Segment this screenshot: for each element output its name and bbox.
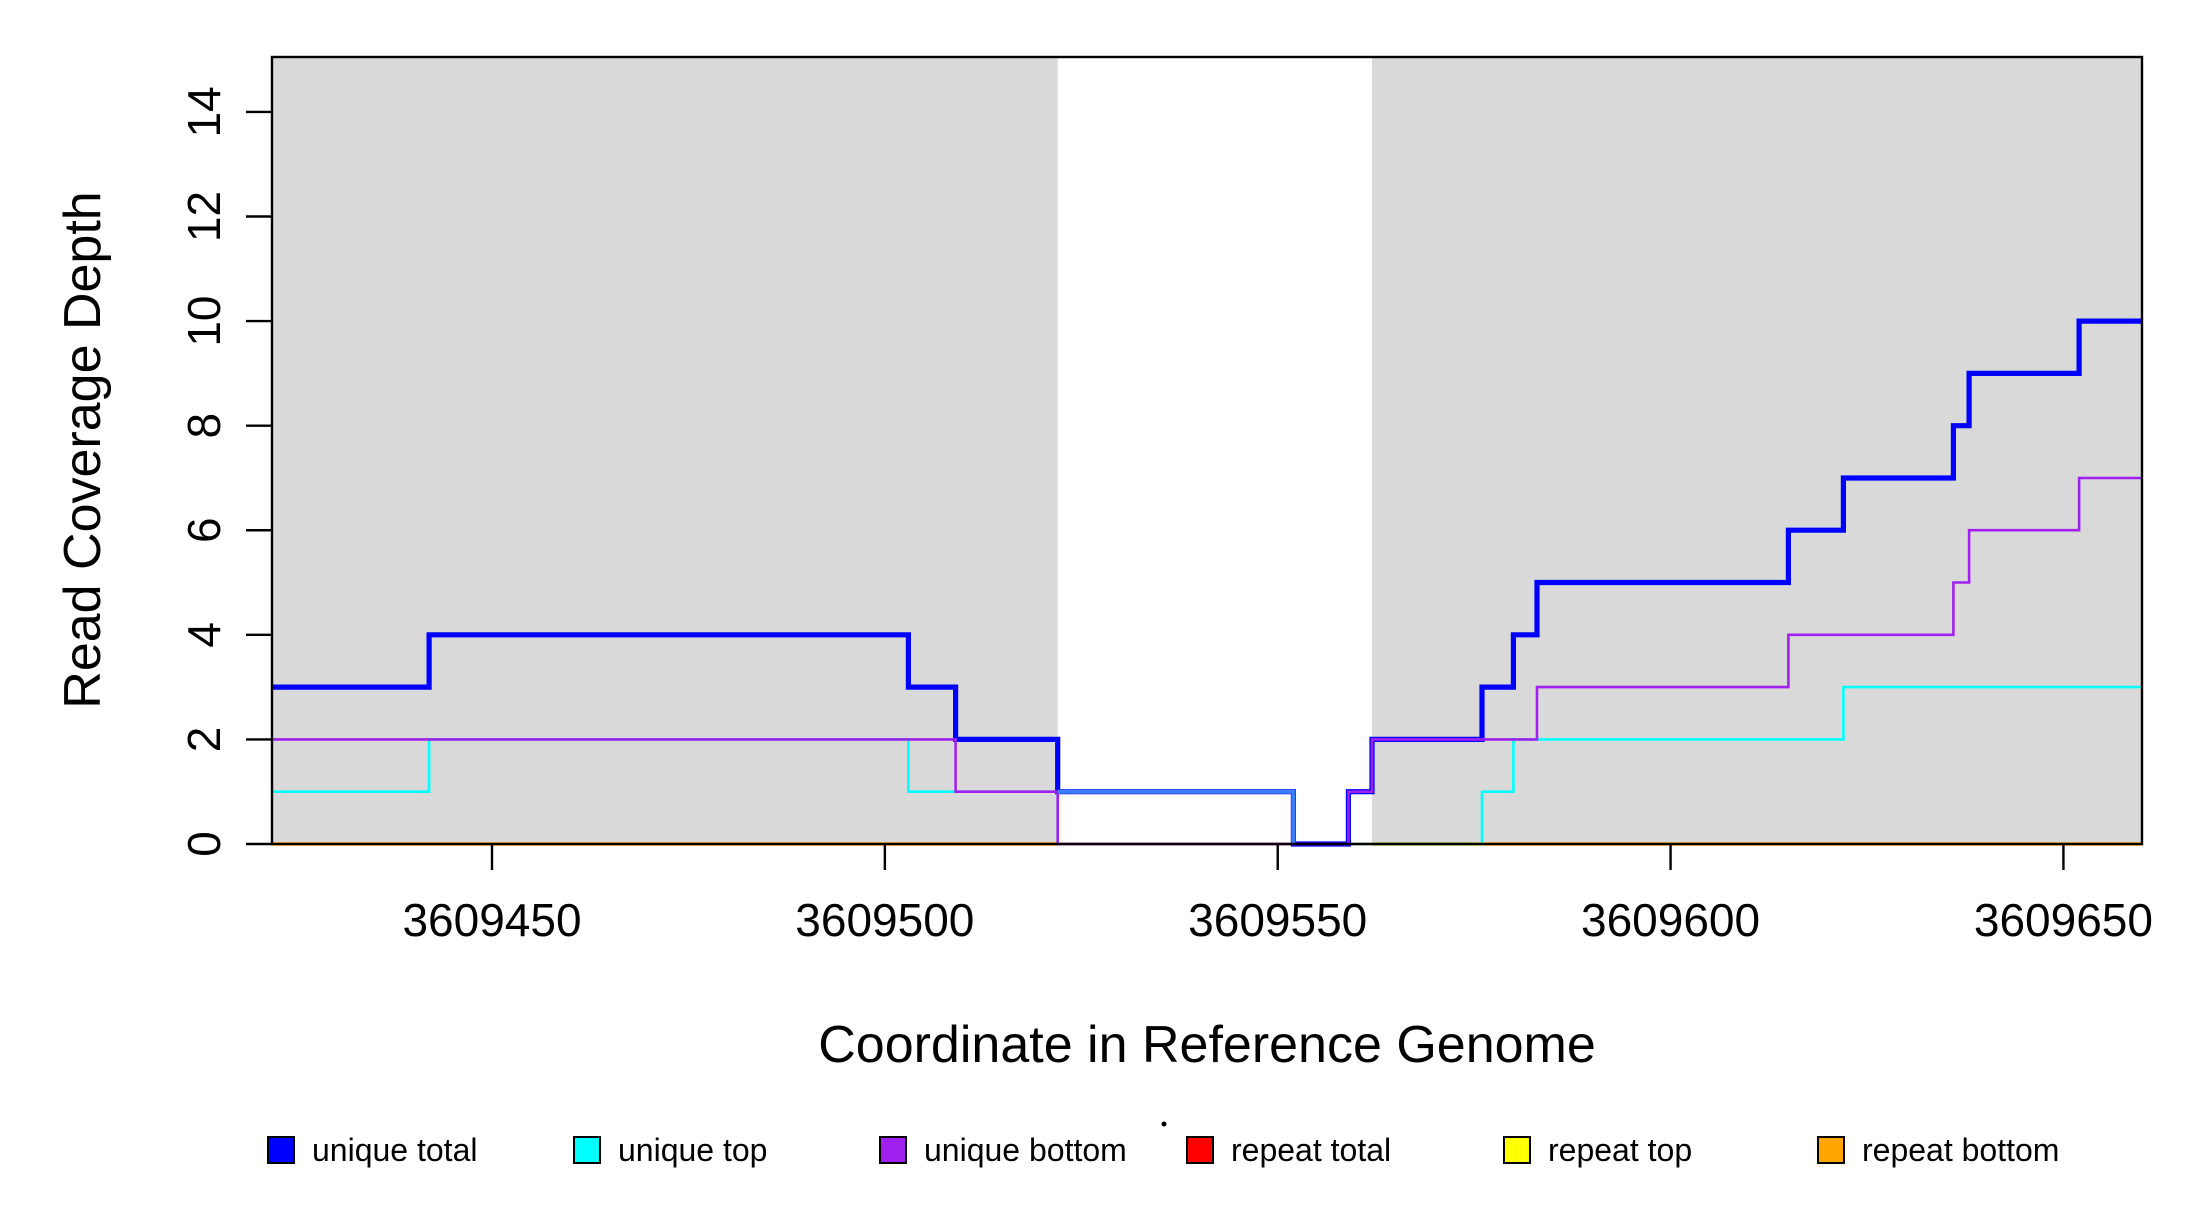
x-axis-tick-label: 3609600 [1581, 894, 1760, 946]
legend-label: unique top [618, 1132, 767, 1168]
y-axis-tick-label: 8 [178, 413, 230, 439]
x-axis-tick-label: 3609650 [1974, 894, 2153, 946]
shaded-region [1372, 57, 2142, 844]
series-line-unique-total [272, 318, 2142, 847]
legend-swatch [1817, 1136, 1845, 1164]
y-axis-title: Read Coverage Depth [54, 191, 112, 708]
y-axis-tick-label: 4 [178, 622, 230, 648]
legend-swatch [1503, 1136, 1531, 1164]
series-line-unique-bottom [272, 476, 2142, 846]
legend-item-unique-total: unique total [267, 1132, 477, 1168]
legend-label: repeat top [1548, 1132, 1692, 1168]
series-line-unique-total-overlap-segment [1057, 789, 1296, 844]
y-axis-tick-label: 0 [178, 831, 230, 857]
x-axis-tick-label: 3609550 [1188, 894, 1367, 946]
shaded-region [272, 57, 1058, 844]
plot-border-box [270, 55, 2144, 846]
y-axis-tick-label: 14 [178, 86, 230, 137]
legend-label: unique total [312, 1132, 477, 1168]
stray-dot [1161, 1121, 1167, 1127]
y-axis-tick-label: 12 [178, 191, 230, 242]
shaded-regions-layer [272, 57, 2142, 844]
x-axis-title: Coordinate in Reference Genome [818, 1016, 1596, 1074]
legend-label: unique bottom [924, 1132, 1127, 1168]
y-axis-tick-label: 6 [178, 517, 230, 543]
legend-item-unique-bottom: unique bottom [879, 1132, 1127, 1168]
legend-label: repeat total [1231, 1132, 1391, 1168]
legend-item-repeat-total: repeat total [1186, 1132, 1391, 1168]
legend-label: repeat bottom [1862, 1132, 2059, 1168]
x-axis-tick-label: 3609500 [795, 894, 974, 946]
legend-item-repeat-top: repeat top [1503, 1132, 1692, 1168]
legend-swatch [1186, 1136, 1214, 1164]
legend-item-unique-top: unique top [573, 1132, 767, 1168]
x-axis-tick-label: 3609450 [402, 894, 581, 946]
y-axis-tick-label: 2 [178, 727, 230, 753]
legend-item-repeat-bottom: repeat bottom [1817, 1132, 2059, 1168]
y-axis-tick-label: 10 [178, 295, 230, 346]
legend-swatch [573, 1136, 601, 1164]
axes-layer: 3609450 3609500 3609550 3609600 3609650 0 2 4 6 8… [178, 86, 2153, 946]
legend-swatch [267, 1136, 295, 1164]
legend: unique total unique top unique bottom repea… [267, 1121, 2059, 1168]
legend-swatch [879, 1136, 907, 1164]
